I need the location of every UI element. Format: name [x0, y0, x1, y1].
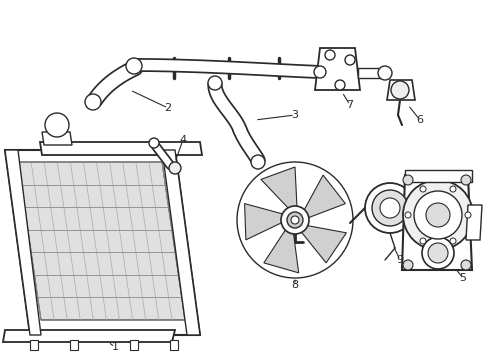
Circle shape — [405, 212, 411, 218]
Text: 9: 9 — [396, 255, 404, 265]
Polygon shape — [3, 330, 175, 342]
Text: 1: 1 — [112, 342, 119, 352]
Circle shape — [465, 212, 471, 218]
Circle shape — [287, 212, 303, 228]
Polygon shape — [261, 167, 297, 208]
Circle shape — [450, 238, 456, 244]
Circle shape — [85, 94, 101, 110]
Polygon shape — [170, 340, 178, 350]
Circle shape — [391, 81, 409, 99]
Circle shape — [372, 190, 408, 226]
Polygon shape — [18, 162, 185, 320]
Polygon shape — [405, 170, 472, 182]
Text: 6: 6 — [416, 115, 423, 125]
Circle shape — [422, 237, 454, 269]
Text: 5: 5 — [460, 273, 466, 283]
Circle shape — [380, 198, 400, 218]
Circle shape — [403, 175, 413, 185]
Circle shape — [461, 260, 471, 270]
Text: 2: 2 — [165, 103, 172, 113]
Polygon shape — [402, 175, 472, 270]
Polygon shape — [245, 204, 282, 240]
Polygon shape — [358, 68, 385, 78]
Polygon shape — [301, 226, 346, 263]
Circle shape — [325, 50, 335, 60]
Circle shape — [169, 162, 181, 174]
Circle shape — [450, 186, 456, 192]
Polygon shape — [466, 205, 482, 240]
Circle shape — [345, 55, 355, 65]
Circle shape — [251, 155, 265, 169]
Circle shape — [45, 113, 69, 137]
Text: 4: 4 — [179, 135, 187, 145]
Polygon shape — [30, 340, 38, 350]
Circle shape — [378, 66, 392, 80]
Polygon shape — [40, 142, 202, 155]
Circle shape — [335, 80, 345, 90]
Polygon shape — [387, 80, 415, 100]
Circle shape — [149, 138, 159, 148]
Polygon shape — [42, 132, 72, 145]
Circle shape — [314, 66, 326, 78]
Circle shape — [403, 180, 473, 250]
Circle shape — [420, 186, 426, 192]
Polygon shape — [5, 150, 200, 335]
Circle shape — [403, 260, 413, 270]
Text: 7: 7 — [346, 100, 354, 110]
Polygon shape — [130, 340, 138, 350]
Circle shape — [126, 58, 142, 74]
Polygon shape — [5, 150, 41, 335]
Circle shape — [461, 175, 471, 185]
Polygon shape — [264, 230, 299, 273]
Circle shape — [208, 76, 222, 90]
Circle shape — [291, 216, 299, 224]
Circle shape — [420, 238, 426, 244]
Circle shape — [365, 183, 415, 233]
Circle shape — [414, 191, 462, 239]
Text: 8: 8 — [292, 280, 298, 290]
Circle shape — [281, 206, 309, 234]
Polygon shape — [162, 150, 200, 335]
Circle shape — [428, 243, 448, 263]
Text: 3: 3 — [292, 110, 298, 120]
Polygon shape — [70, 340, 78, 350]
Circle shape — [426, 203, 450, 227]
Polygon shape — [304, 175, 345, 217]
Polygon shape — [315, 48, 360, 90]
